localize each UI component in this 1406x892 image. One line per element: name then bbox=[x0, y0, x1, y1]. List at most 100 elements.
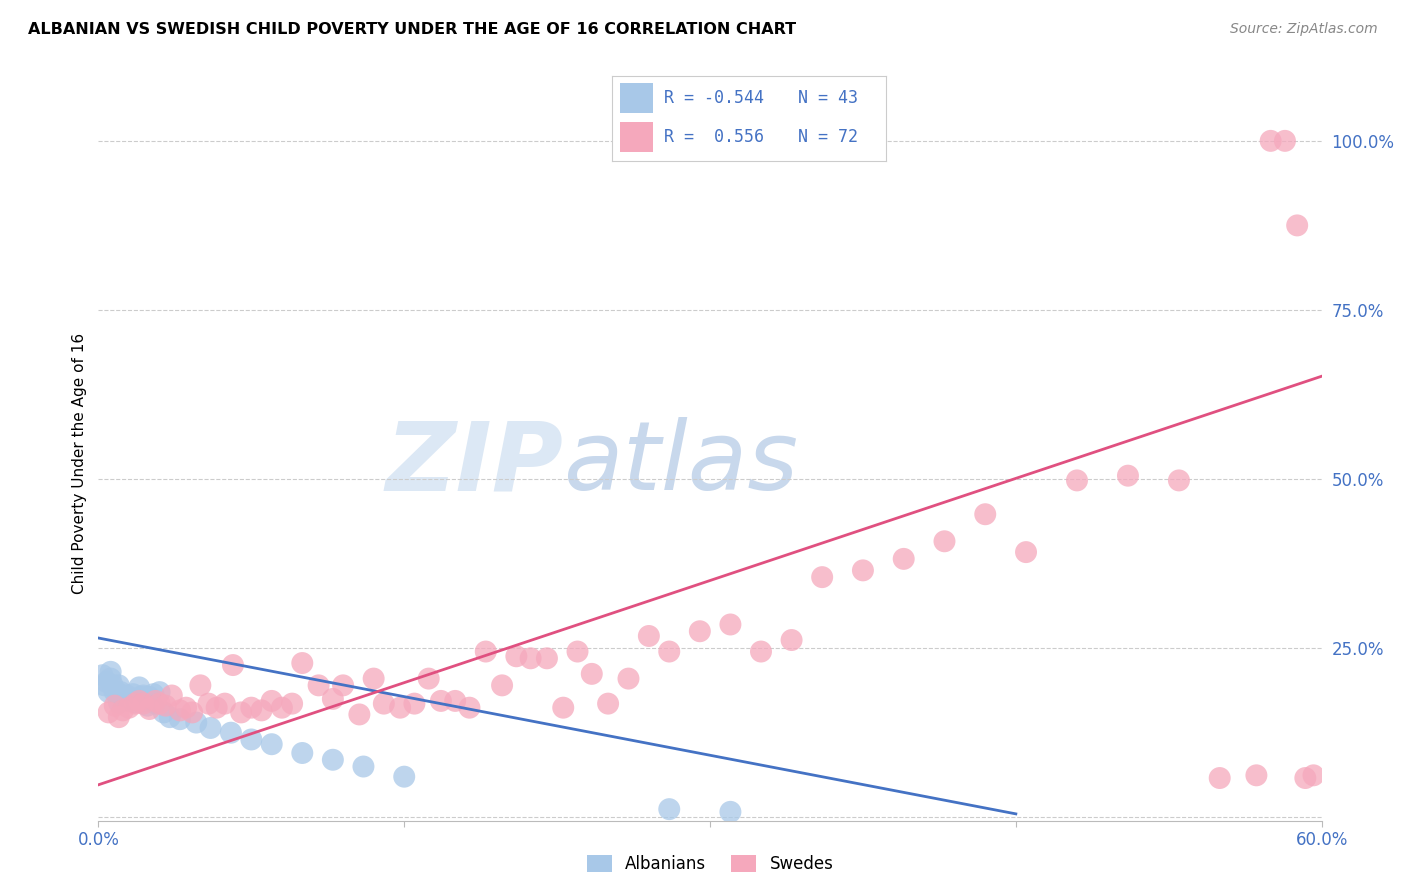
Text: R = -0.544: R = -0.544 bbox=[664, 89, 763, 107]
Legend: Albanians, Swedes: Albanians, Swedes bbox=[581, 848, 839, 880]
Point bbox=[142, 687, 165, 701]
Text: N = 72: N = 72 bbox=[799, 128, 858, 145]
Point bbox=[281, 697, 304, 711]
Point bbox=[519, 651, 541, 665]
Point bbox=[115, 689, 138, 703]
Point bbox=[128, 694, 150, 708]
Point bbox=[120, 692, 142, 706]
Point bbox=[430, 694, 453, 708]
Point bbox=[197, 697, 219, 711]
Point bbox=[124, 695, 146, 709]
Point bbox=[138, 702, 160, 716]
Point bbox=[536, 651, 558, 665]
Point bbox=[352, 759, 374, 773]
Point bbox=[96, 675, 118, 690]
Point bbox=[159, 710, 181, 724]
Point bbox=[658, 802, 681, 816]
Point bbox=[322, 692, 344, 706]
Point bbox=[349, 707, 371, 722]
Point bbox=[505, 649, 527, 664]
Point bbox=[104, 698, 127, 713]
Point bbox=[118, 700, 141, 714]
Point bbox=[1066, 474, 1088, 488]
Point bbox=[91, 668, 114, 682]
Point bbox=[149, 685, 172, 699]
Point bbox=[291, 746, 314, 760]
Point bbox=[567, 644, 589, 658]
Point bbox=[749, 644, 772, 658]
Bar bbox=[620, 121, 652, 152]
Point bbox=[720, 617, 742, 632]
Point bbox=[181, 706, 204, 720]
Text: ALBANIAN VS SWEDISH CHILD POVERTY UNDER THE AGE OF 16 CORRELATION CHART: ALBANIAN VS SWEDISH CHILD POVERTY UNDER … bbox=[28, 22, 796, 37]
Point bbox=[291, 656, 314, 670]
Point bbox=[270, 700, 294, 714]
Point bbox=[308, 678, 330, 692]
Point bbox=[214, 697, 236, 711]
Y-axis label: Child Poverty Under the Age of 16: Child Poverty Under the Age of 16 bbox=[72, 334, 87, 594]
Point bbox=[108, 695, 131, 709]
Point bbox=[129, 690, 152, 704]
Point bbox=[934, 534, 956, 549]
Point bbox=[581, 666, 603, 681]
Text: Source: ZipAtlas.com: Source: ZipAtlas.com bbox=[1230, 22, 1378, 37]
Point bbox=[617, 672, 640, 686]
Point bbox=[974, 507, 997, 521]
Point bbox=[780, 633, 803, 648]
Point bbox=[240, 700, 263, 714]
Point bbox=[128, 681, 150, 695]
Point bbox=[250, 703, 273, 717]
Point bbox=[160, 689, 183, 703]
Point bbox=[105, 685, 128, 699]
Point bbox=[122, 687, 145, 701]
Point bbox=[132, 689, 155, 703]
Point bbox=[200, 721, 222, 735]
Point bbox=[689, 624, 711, 639]
Point bbox=[1116, 468, 1139, 483]
Point bbox=[553, 700, 575, 714]
Point bbox=[152, 706, 174, 720]
Point bbox=[219, 725, 242, 739]
Point bbox=[852, 563, 875, 577]
Point bbox=[93, 678, 115, 692]
Point bbox=[138, 690, 160, 704]
Point bbox=[1167, 474, 1189, 488]
Point bbox=[134, 694, 156, 708]
Point bbox=[811, 570, 834, 584]
Point bbox=[169, 712, 191, 726]
Point bbox=[1260, 134, 1282, 148]
Text: atlas: atlas bbox=[564, 417, 799, 510]
Point bbox=[222, 658, 245, 673]
Point bbox=[104, 685, 127, 699]
Point bbox=[169, 703, 191, 717]
Point bbox=[322, 753, 344, 767]
Point bbox=[111, 703, 134, 717]
Point bbox=[136, 698, 159, 713]
Point bbox=[188, 678, 212, 692]
Point bbox=[389, 700, 412, 714]
Point bbox=[418, 672, 440, 686]
Point bbox=[186, 715, 208, 730]
Point bbox=[114, 690, 136, 704]
Point bbox=[100, 672, 122, 686]
Bar bbox=[620, 83, 652, 113]
Point bbox=[97, 706, 120, 720]
Point bbox=[97, 685, 120, 699]
Point bbox=[491, 678, 513, 692]
Point bbox=[638, 629, 661, 643]
Point bbox=[474, 644, 498, 658]
Point bbox=[404, 697, 426, 711]
Point bbox=[108, 678, 131, 692]
Point bbox=[155, 698, 177, 713]
Point bbox=[598, 697, 620, 711]
Point bbox=[1302, 768, 1324, 782]
Point bbox=[893, 552, 915, 566]
Point bbox=[145, 694, 167, 708]
Point bbox=[1294, 771, 1316, 785]
Point bbox=[458, 700, 481, 714]
Point bbox=[108, 710, 131, 724]
Point bbox=[332, 678, 354, 692]
Point bbox=[110, 685, 132, 699]
Text: N = 43: N = 43 bbox=[799, 89, 858, 107]
Point bbox=[132, 697, 155, 711]
